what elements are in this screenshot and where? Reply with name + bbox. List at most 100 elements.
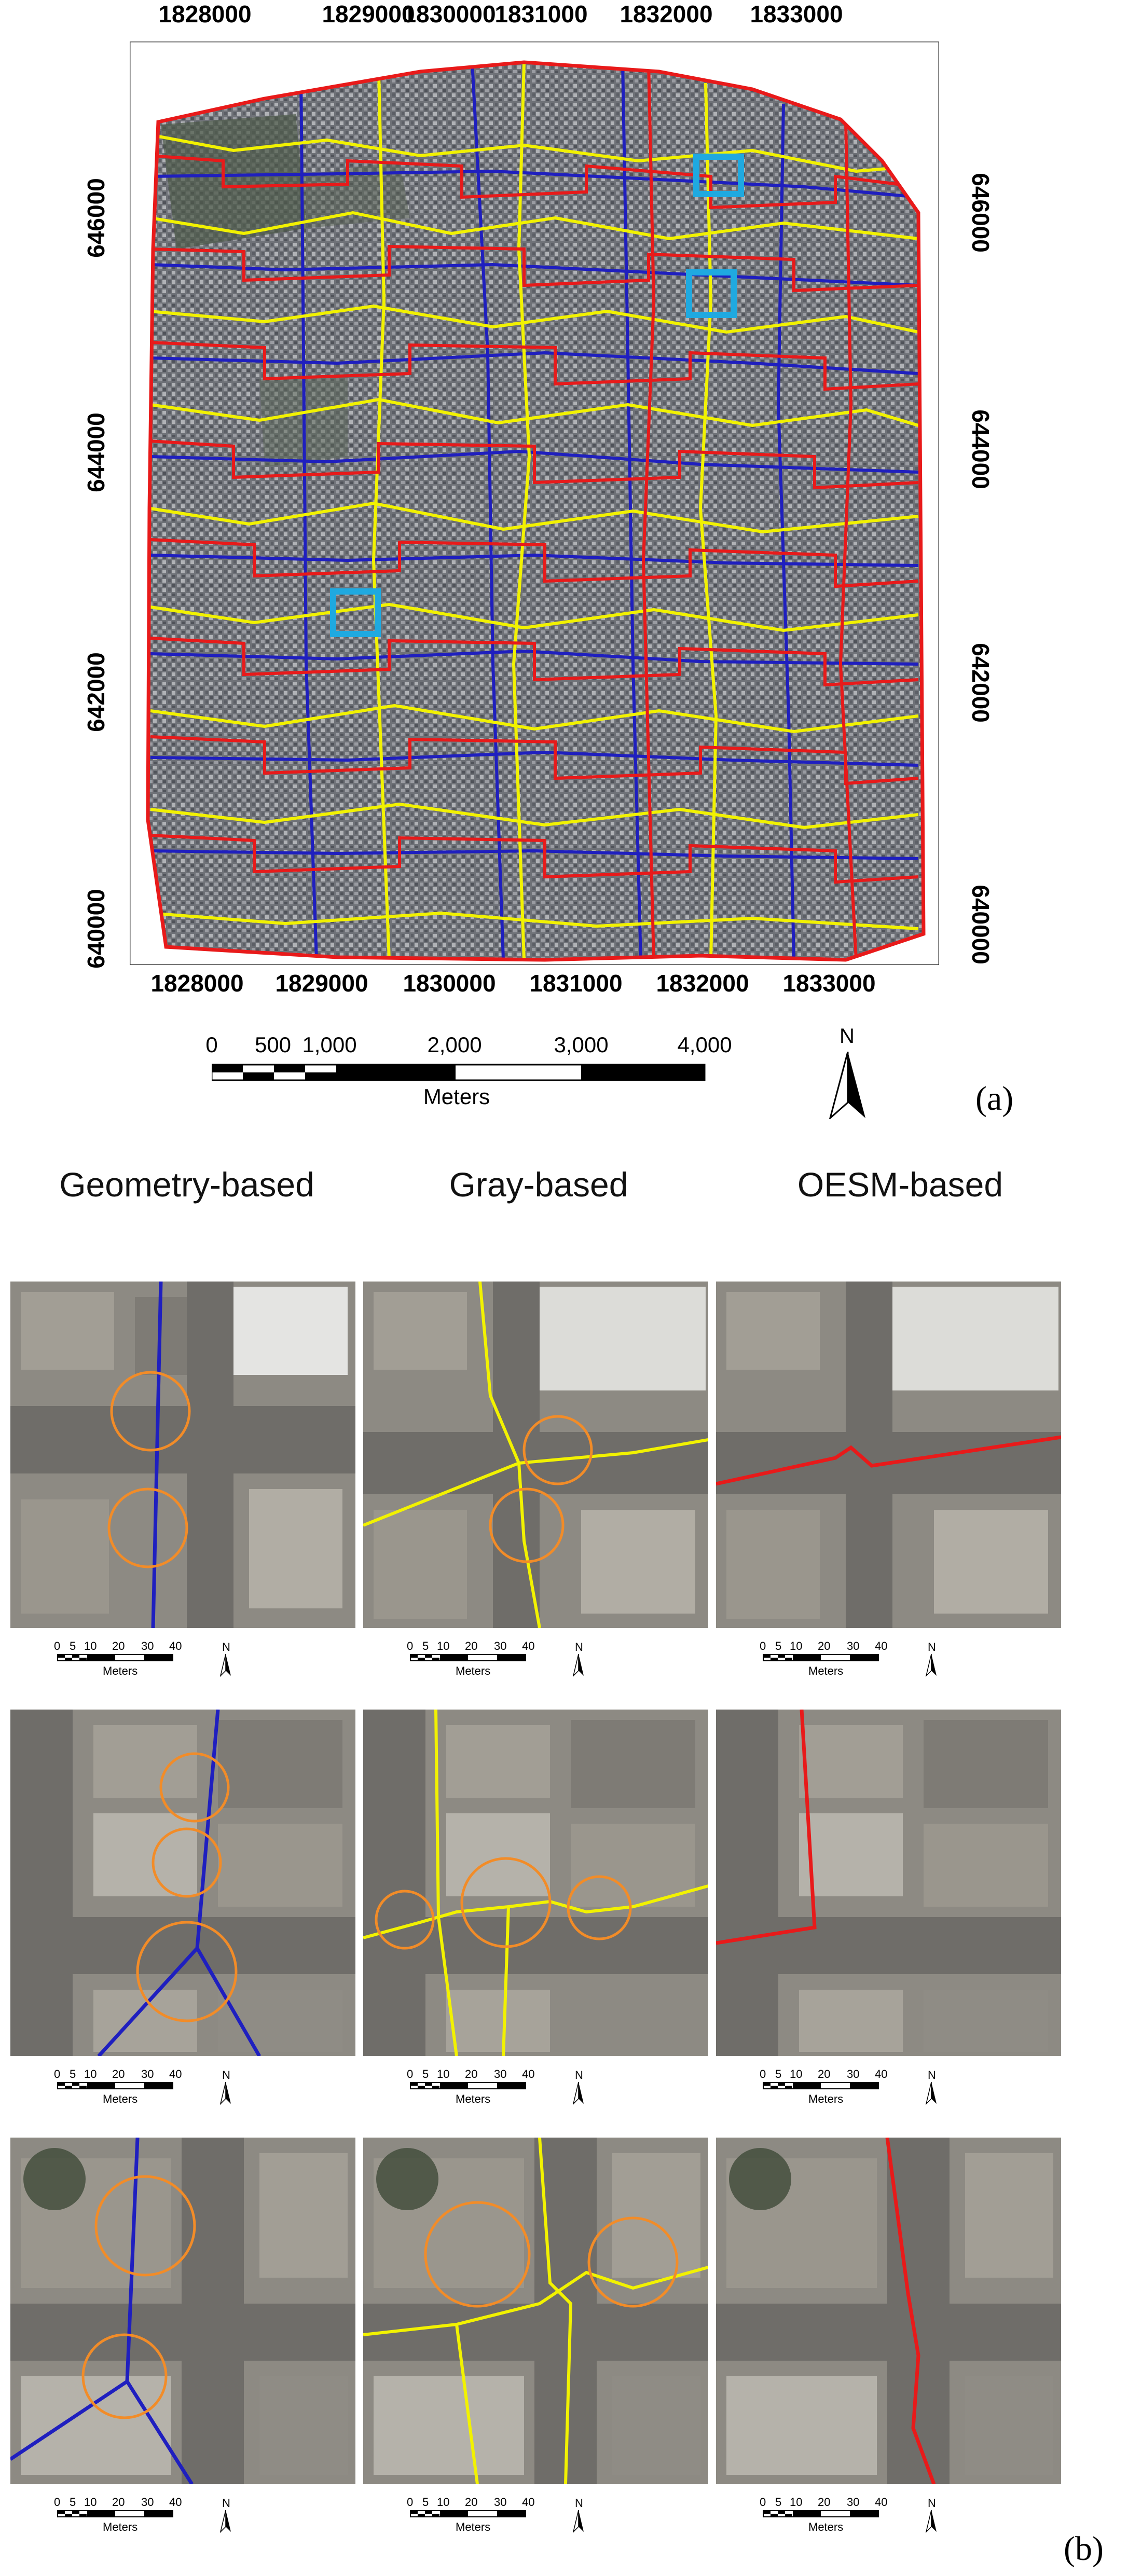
x-tick-top: 1833000 xyxy=(750,1,843,27)
small-scale-tick: 10 xyxy=(790,1640,803,1652)
small-scale-tick: 0 xyxy=(760,2496,766,2509)
small-scale-tick: 10 xyxy=(790,2496,803,2509)
small-scale-tick: 0 xyxy=(407,1640,414,1652)
small-scale-bar: 0 5 10 20 30 40 Meters N xyxy=(760,2496,970,2542)
small-scale-tick: 5 xyxy=(70,1640,76,1652)
x-tick-bottom: 1832000 xyxy=(656,970,749,997)
scale-tick: 1,000 xyxy=(302,1032,357,1057)
small-scale-unit: Meters xyxy=(456,2092,491,2105)
small-scale-tick: 10 xyxy=(84,2068,97,2081)
small-scale-tick: 20 xyxy=(112,1640,125,1652)
north-arrow-icon xyxy=(573,2510,584,2533)
small-scale-tick: 10 xyxy=(84,2496,97,2509)
small-north-label: N xyxy=(928,2069,936,2082)
small-north-label: N xyxy=(222,2069,230,2082)
small-north-label: N xyxy=(222,1641,230,1654)
small-scale-bar: 0 5 10 20 30 40 Meters N xyxy=(407,1640,617,1686)
y-tick-right: 644000 xyxy=(967,409,994,489)
small-scale-unit: Meters xyxy=(456,1664,491,1677)
small-scale-tick: 40 xyxy=(522,1640,535,1652)
small-scale-tick: 5 xyxy=(422,1640,429,1652)
small-scale-tick: 30 xyxy=(847,1640,860,1652)
scale-tick: 2,000 xyxy=(427,1032,482,1057)
small-north-label: N xyxy=(222,2497,230,2510)
panel-b-row1-gray xyxy=(363,1282,708,1628)
small-scale-unit: Meters xyxy=(103,2092,138,2105)
small-scale-tick: 30 xyxy=(141,2068,154,2081)
small-scale-tick: 30 xyxy=(494,2068,507,2081)
north-arrow-icon xyxy=(220,1654,231,1677)
small-scale-tick: 0 xyxy=(54,2068,61,2081)
small-scale-tick: 0 xyxy=(760,1640,766,1652)
x-tick-bottom: 1831000 xyxy=(529,970,623,997)
scale-bar-graphic xyxy=(212,1064,706,1081)
panel-b-row1-geometry xyxy=(10,1282,355,1628)
small-scale-graphic xyxy=(763,2082,879,2089)
small-scale-tick: 20 xyxy=(818,2496,831,2509)
small-scale-tick: 40 xyxy=(875,2068,888,2081)
small-scale-bar: 0 5 10 20 30 40 Meters N xyxy=(54,1640,265,1686)
y-tick-right: 646000 xyxy=(967,173,994,253)
y-tick-right: 642000 xyxy=(967,643,994,723)
small-scale-tick: 10 xyxy=(790,2068,803,2081)
panel-b-row3-geometry xyxy=(10,2138,355,2484)
highlight-box xyxy=(330,588,381,637)
small-scale-tick: 5 xyxy=(70,2496,76,2509)
north-label: N xyxy=(840,1025,855,1048)
small-scale-tick: 40 xyxy=(522,2496,535,2509)
north-arrow-icon xyxy=(926,1654,937,1677)
panel-b-row3-oesm xyxy=(716,2138,1061,2484)
small-scale-tick: 5 xyxy=(422,2068,429,2081)
small-scale-tick: 30 xyxy=(141,1640,154,1652)
small-scale-tick: 0 xyxy=(407,2496,414,2509)
small-scale-bar: 0 5 10 20 30 40 Meters N xyxy=(407,2068,617,2114)
small-scale-tick: 30 xyxy=(847,2068,860,2081)
highlight-box xyxy=(693,154,744,197)
y-tick-left: 644000 xyxy=(82,412,109,492)
x-tick-top: 1830000 xyxy=(403,1,496,27)
north-arrow-icon xyxy=(573,2082,584,2105)
north-arrow-icon xyxy=(926,2510,937,2533)
map-frame xyxy=(130,42,939,965)
small-scale-unit: Meters xyxy=(456,2520,491,2533)
north-arrow-icon xyxy=(220,2082,231,2105)
small-scale-tick: 40 xyxy=(522,2068,535,2081)
x-tick-top: 1832000 xyxy=(620,1,713,27)
panel-a-map: 1828000 1829000 1830000 1831000 1832000 … xyxy=(0,0,1128,1136)
small-scale-unit: Meters xyxy=(808,1664,844,1677)
small-scale-graphic xyxy=(763,1654,879,1661)
small-scale-tick: 20 xyxy=(112,2068,125,2081)
north-arrow-icon xyxy=(573,1654,584,1677)
small-scale-tick: 20 xyxy=(818,1640,831,1652)
small-scale-unit: Meters xyxy=(808,2520,844,2533)
small-scale-tick: 40 xyxy=(169,2068,182,2081)
column-title-geometry: Geometry-based xyxy=(59,1165,314,1204)
scale-tick: 3,000 xyxy=(554,1032,609,1057)
y-tick-right: 640000 xyxy=(967,885,994,965)
small-scale-graphic xyxy=(57,2510,173,2517)
small-scale-tick: 5 xyxy=(775,2068,782,2081)
column-title-oesm: OESM-based xyxy=(797,1165,1003,1204)
small-scale-graphic xyxy=(410,1654,526,1661)
small-scale-graphic xyxy=(763,2510,879,2517)
north-arrow-icon xyxy=(220,2510,231,2533)
small-scale-tick: 40 xyxy=(875,1640,888,1652)
small-scale-unit: Meters xyxy=(103,2520,138,2533)
small-scale-tick: 30 xyxy=(494,1640,507,1652)
north-arrow-icon xyxy=(829,1052,865,1119)
x-tick-bottom: 1833000 xyxy=(782,970,876,997)
small-scale-graphic xyxy=(57,2082,173,2089)
panel-b-row2-gray xyxy=(363,1710,708,2056)
small-scale-tick: 40 xyxy=(169,2496,182,2509)
small-scale-tick: 10 xyxy=(437,2068,450,2081)
panel-b-label: (b) xyxy=(1064,2530,1104,2568)
small-scale-tick: 10 xyxy=(437,2496,450,2509)
small-scale-tick: 20 xyxy=(818,2068,831,2081)
x-tick-bottom: 1829000 xyxy=(275,970,368,997)
small-scale-graphic xyxy=(410,2082,526,2089)
small-scale-tick: 5 xyxy=(775,2496,782,2509)
panel-b-row2-oesm xyxy=(716,1710,1061,2056)
small-scale-tick: 40 xyxy=(875,2496,888,2509)
x-tick-top: 1829000 xyxy=(322,1,415,27)
column-title-gray: Gray-based xyxy=(449,1165,628,1204)
